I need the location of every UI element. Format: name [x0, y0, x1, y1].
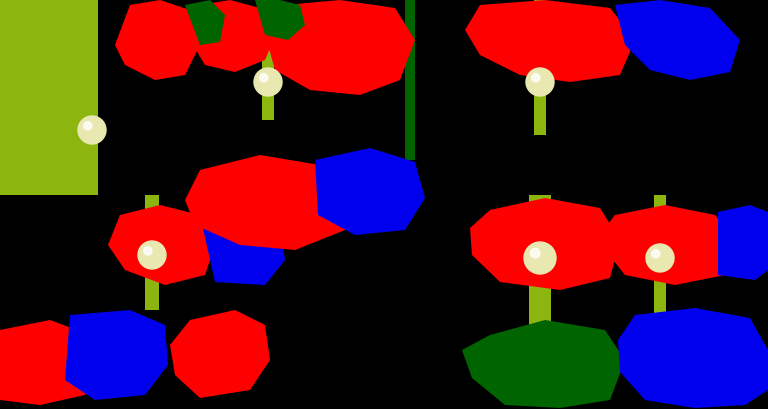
Polygon shape: [462, 320, 625, 408]
Circle shape: [646, 244, 674, 272]
Bar: [534, 0, 546, 135]
Circle shape: [535, 253, 551, 269]
Circle shape: [88, 126, 102, 140]
Bar: [654, 195, 666, 360]
Polygon shape: [618, 308, 768, 408]
Circle shape: [651, 249, 660, 258]
Circle shape: [254, 68, 282, 96]
Polygon shape: [200, 210, 285, 285]
Bar: [405, 0, 415, 160]
Polygon shape: [115, 0, 200, 80]
Polygon shape: [108, 205, 215, 285]
Polygon shape: [615, 0, 740, 80]
Polygon shape: [718, 205, 768, 280]
Bar: [145, 195, 159, 310]
Polygon shape: [255, 0, 305, 40]
Polygon shape: [465, 0, 635, 82]
Polygon shape: [185, 155, 355, 250]
Polygon shape: [170, 310, 270, 398]
Circle shape: [78, 116, 106, 144]
Polygon shape: [190, 0, 278, 72]
Circle shape: [138, 241, 166, 269]
Bar: [86, 0, 98, 195]
Circle shape: [84, 121, 92, 130]
Bar: [529, 195, 551, 360]
Bar: [0, 0, 90, 195]
Circle shape: [524, 242, 556, 274]
Polygon shape: [315, 148, 425, 235]
Polygon shape: [185, 0, 225, 45]
Circle shape: [536, 78, 550, 92]
Circle shape: [147, 251, 162, 265]
Polygon shape: [605, 205, 738, 285]
Circle shape: [531, 248, 540, 258]
Circle shape: [260, 74, 268, 82]
Circle shape: [526, 68, 554, 96]
Polygon shape: [0, 320, 100, 405]
Polygon shape: [470, 198, 620, 290]
Bar: [262, 0, 274, 120]
Polygon shape: [268, 0, 415, 95]
Polygon shape: [65, 310, 168, 400]
Circle shape: [531, 74, 540, 82]
Circle shape: [263, 78, 278, 92]
Circle shape: [144, 247, 152, 255]
Circle shape: [656, 254, 670, 268]
